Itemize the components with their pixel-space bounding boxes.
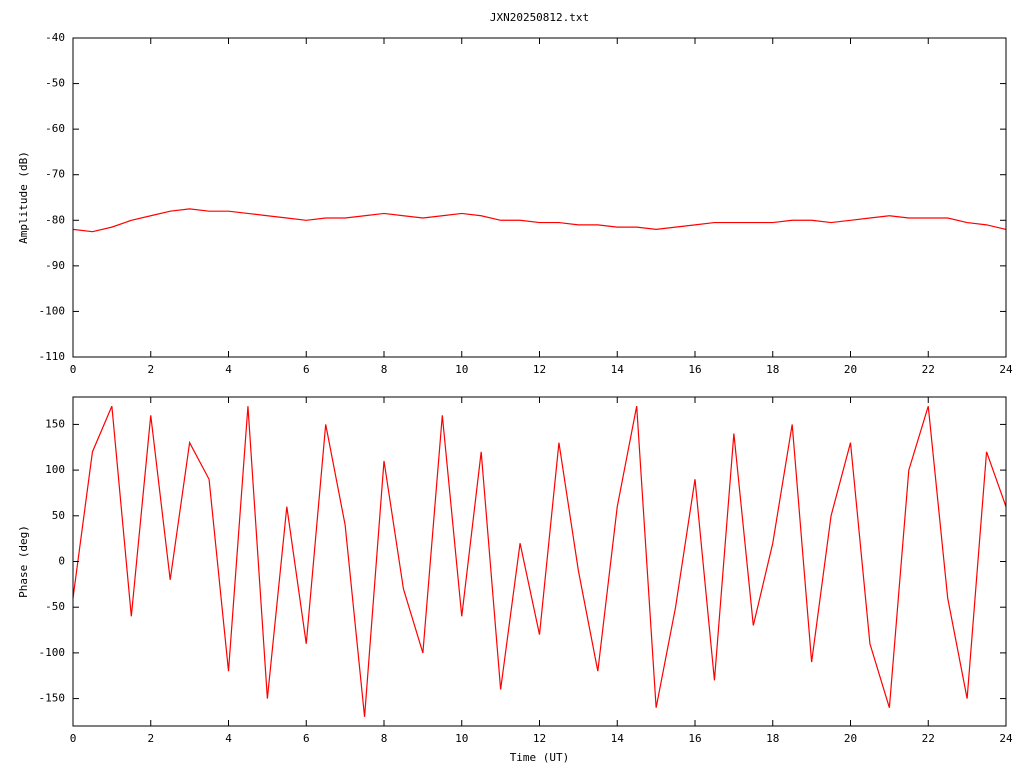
x-tick-label: 22	[922, 363, 935, 376]
x-tick-label: 2	[147, 732, 154, 745]
plot-border	[72, 37, 1007, 358]
x-tick-label: 4	[225, 363, 232, 376]
y-tick-label: -70	[45, 168, 65, 181]
y-tick-label: 150	[45, 417, 65, 430]
x-tick-label: 4	[225, 732, 232, 745]
x-tick-label: 8	[381, 363, 388, 376]
y-tick-label: -110	[39, 350, 66, 363]
x-tick-label: 8	[381, 732, 388, 745]
x-tick-label: 16	[688, 732, 701, 745]
y-tick-label: -60	[45, 122, 65, 135]
chart-title: JXN20250812.txt	[490, 11, 589, 24]
y-tick-label: -150	[39, 692, 66, 705]
y-tick-label: -50	[45, 77, 65, 90]
x-tick-label: 10	[455, 732, 468, 745]
x-tick-label: 24	[999, 732, 1013, 745]
x-tick-label: 14	[611, 363, 625, 376]
x-tick-label: 16	[688, 363, 701, 376]
x-tick-label: 2	[147, 363, 154, 376]
x-tick-label: 0	[70, 732, 77, 745]
x-tick-label: 0	[70, 363, 77, 376]
x-tick-label: 18	[766, 732, 779, 745]
x-tick-label: 18	[766, 363, 779, 376]
y-tick-label: -90	[45, 259, 65, 272]
y-axis-label: Phase (deg)	[17, 525, 30, 598]
y-tick-label: -50	[45, 600, 65, 613]
x-tick-label: 20	[844, 363, 857, 376]
x-tick-label: 6	[303, 732, 310, 745]
y-tick-label: 50	[52, 509, 65, 522]
y-tick-label: -100	[39, 304, 66, 317]
y-tick-label: 0	[58, 555, 65, 568]
x-tick-label: 10	[455, 363, 468, 376]
x-tick-label: 20	[844, 732, 857, 745]
x-tick-label: 6	[303, 363, 310, 376]
y-tick-label: -40	[45, 31, 65, 44]
data-line	[72, 208, 1007, 233]
x-tick-label: 12	[533, 363, 546, 376]
y-tick-label: -80	[45, 213, 65, 226]
x-tick-label: 22	[922, 732, 935, 745]
data-line	[72, 405, 1007, 717]
x-tick-label: 24	[999, 363, 1013, 376]
x-axis-label: Time (UT)	[510, 751, 570, 764]
plot-border	[72, 396, 1007, 727]
x-tick-label: 14	[611, 732, 625, 745]
y-tick-label: -100	[39, 646, 66, 659]
x-tick-label: 12	[533, 732, 546, 745]
y-axis-label: Amplitude (dB)	[17, 151, 30, 244]
y-tick-label: 100	[45, 463, 65, 476]
